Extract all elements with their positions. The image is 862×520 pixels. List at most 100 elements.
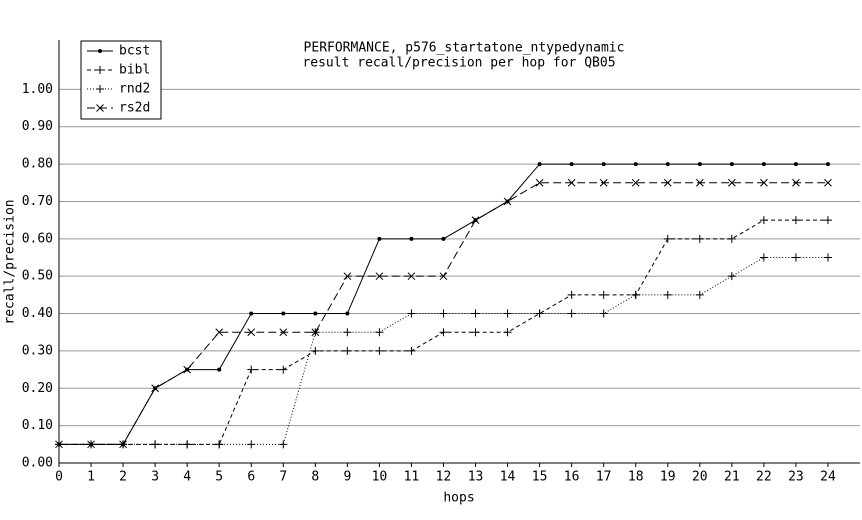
point: [663, 178, 672, 187]
point: [345, 311, 350, 316]
point: [695, 290, 704, 299]
y-axis-label: recall/precision: [3, 199, 18, 324]
point: [503, 309, 512, 318]
point: [98, 49, 102, 53]
point: [439, 328, 448, 337]
point: [503, 197, 512, 206]
point: [407, 346, 416, 355]
point: [151, 440, 160, 449]
y-tick-label: 0.40: [22, 306, 53, 321]
x-tick-label: 17: [596, 470, 612, 485]
point: [792, 178, 800, 187]
x-tick-label: 1: [87, 470, 95, 485]
point: [377, 236, 382, 241]
x-tick-label: 16: [564, 470, 580, 485]
point: [665, 162, 670, 167]
y-tick-label: 0.10: [22, 418, 53, 433]
x-tick-label: 0: [55, 470, 63, 485]
x-tick-label: 6: [247, 470, 255, 485]
point: [87, 440, 95, 449]
x-axis-label: hops: [443, 491, 474, 506]
point: [407, 309, 416, 318]
point: [55, 440, 63, 449]
point: [247, 328, 256, 337]
point: [313, 311, 318, 316]
point: [471, 309, 480, 318]
point: [311, 346, 320, 355]
legend-label: bcst: [119, 44, 150, 59]
point: [729, 162, 734, 167]
point: [407, 272, 416, 281]
point: [825, 162, 830, 167]
point: [375, 272, 384, 281]
x-tick-label: 5: [215, 470, 223, 485]
y-tick-label: 0.70: [22, 194, 53, 209]
point: [183, 440, 192, 449]
point: [247, 365, 256, 374]
chart-subtitle: result recall/precision per hop for QB05: [302, 56, 615, 71]
point: [727, 272, 736, 281]
point: [567, 290, 576, 299]
point: [471, 328, 480, 337]
point: [439, 272, 448, 281]
y-tick-label: 0.60: [22, 231, 53, 246]
point: [697, 162, 702, 167]
point: [537, 162, 542, 167]
point: [727, 234, 736, 243]
point: [311, 328, 320, 337]
point: [279, 328, 288, 337]
chart-title: PERFORMANCE, p576_startatone_ntypedynami…: [304, 41, 625, 56]
point: [824, 178, 832, 187]
point: [599, 178, 608, 187]
y-tick-label: 0.20: [22, 381, 53, 396]
x-tick-label: 9: [343, 470, 351, 485]
point: [793, 162, 798, 167]
point: [695, 234, 704, 243]
point: [96, 85, 104, 93]
point: [279, 440, 288, 449]
legend-label: rnd2: [119, 82, 150, 97]
point: [601, 162, 606, 167]
x-tick-label: 24: [820, 470, 836, 485]
point: [183, 365, 192, 374]
x-tick-label: 3: [151, 470, 159, 485]
x-tick-label: 20: [692, 470, 708, 485]
x-tick-label: 13: [468, 470, 484, 485]
y-tick-label: 0.50: [22, 269, 53, 284]
point: [409, 236, 414, 241]
x-tick-label: 10: [372, 470, 388, 485]
point: [375, 346, 384, 355]
point: [791, 253, 800, 262]
x-tick-label: 23: [788, 470, 804, 485]
point: [631, 290, 640, 299]
point: [791, 216, 800, 225]
x-tick-label: 4: [183, 470, 191, 485]
x-tick-label: 8: [311, 470, 319, 485]
x-tick-label: 2: [119, 470, 127, 485]
x-tick-label: 21: [724, 470, 740, 485]
point: [727, 178, 736, 187]
point: [215, 440, 224, 449]
x-tick-label: 15: [532, 470, 548, 485]
point: [439, 309, 448, 318]
point: [823, 216, 832, 225]
point: [631, 178, 640, 187]
legend-label: bibl: [119, 63, 150, 78]
point: [119, 440, 127, 449]
x-tick-label: 19: [660, 470, 676, 485]
x-tick-label: 18: [628, 470, 644, 485]
point: [375, 328, 384, 337]
point: [343, 272, 352, 281]
legend-box: [80, 40, 162, 120]
y-tick-label: 0.30: [22, 343, 53, 358]
y-tick-label: 0.90: [22, 119, 53, 134]
y-tick-label: 0.00: [22, 456, 53, 471]
point: [535, 178, 544, 187]
point: [343, 346, 352, 355]
point: [633, 162, 638, 167]
point: [503, 328, 512, 337]
point: [599, 290, 608, 299]
point: [215, 328, 224, 337]
point: [281, 311, 286, 316]
point: [759, 253, 768, 262]
